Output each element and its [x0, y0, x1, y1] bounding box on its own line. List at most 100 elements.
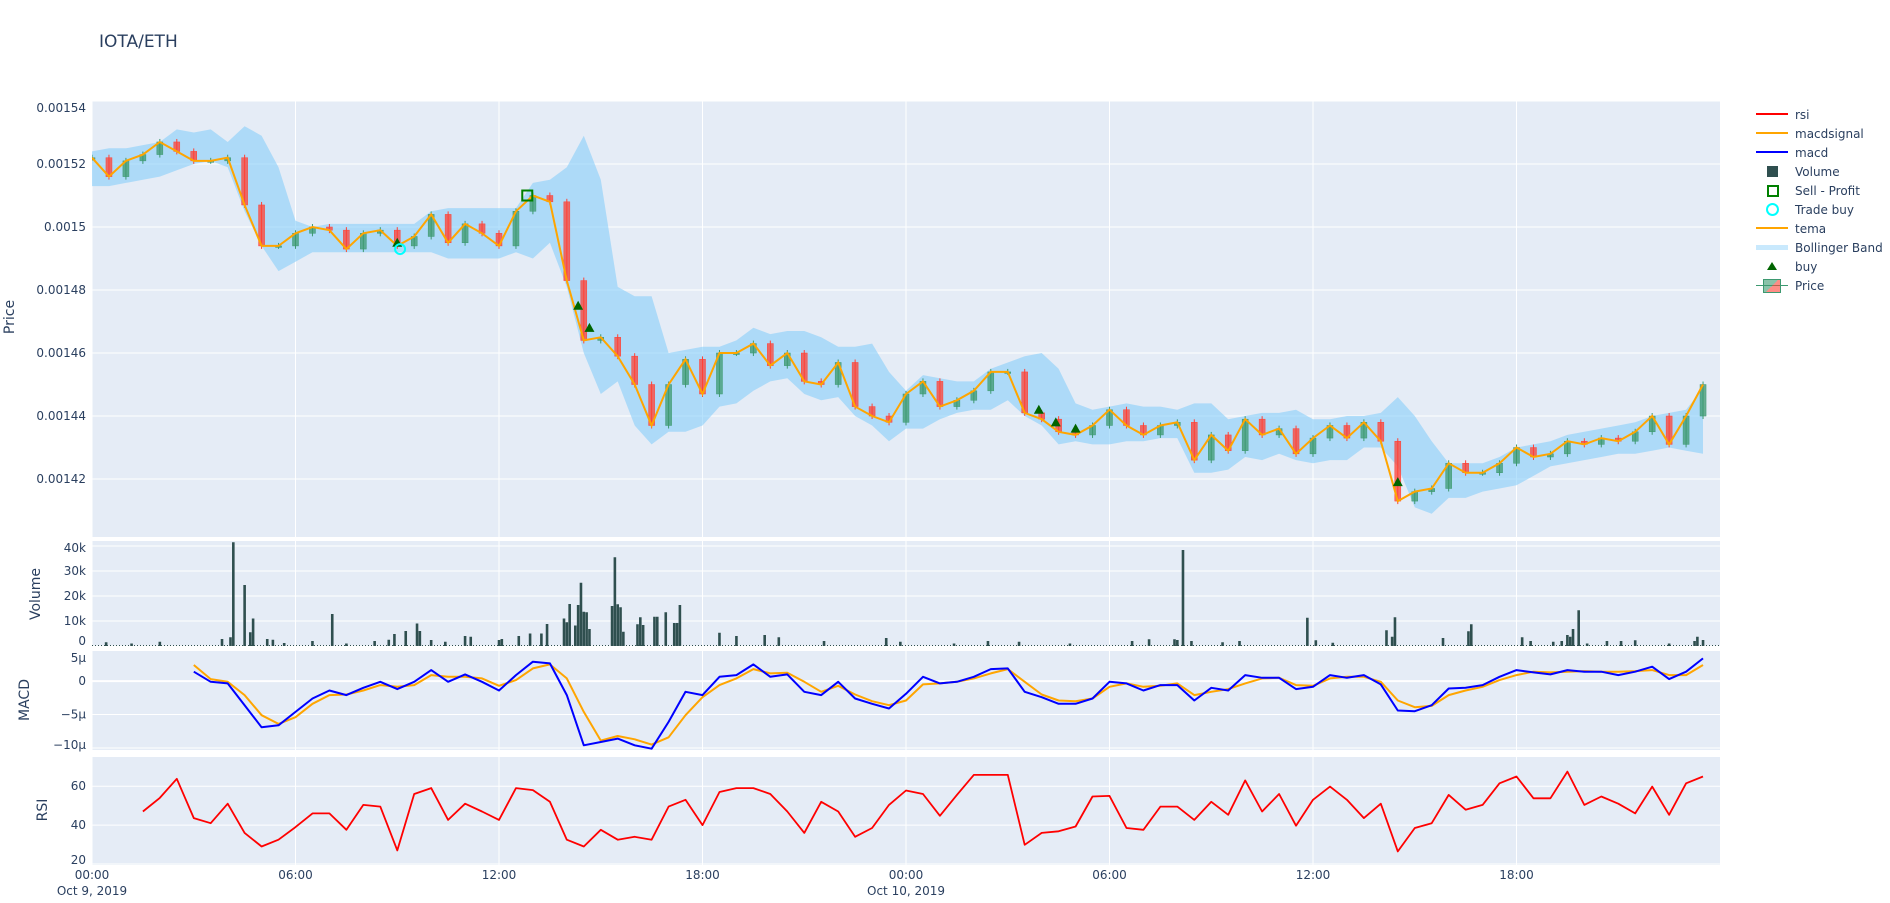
volume-bar — [1221, 642, 1224, 646]
volume-bar — [1551, 641, 1555, 646]
volume-bar — [387, 639, 391, 646]
volume-bar — [675, 623, 679, 646]
volume-bar — [1577, 610, 1580, 646]
volume-bar — [282, 643, 286, 646]
legend-item-trade-buy[interactable]: Trade buy — [1755, 200, 1885, 219]
legend-label: tema — [1795, 221, 1827, 236]
trade-buy-marker — [394, 243, 407, 256]
price-tick-label: 0.0015 — [44, 220, 86, 234]
volume-bar — [243, 585, 246, 646]
volume-bar — [271, 639, 275, 646]
legend-item-volume[interactable]: Volume — [1755, 162, 1885, 181]
macd-tick-label: 5μ — [71, 651, 87, 665]
rsi-tick-label: 60 — [71, 779, 86, 793]
volume-bar — [1068, 643, 1072, 646]
volume-bar — [616, 604, 620, 646]
line-icon — [1755, 143, 1789, 162]
price-tick-label: 0.00152 — [36, 157, 86, 171]
line-icon — [1755, 219, 1789, 238]
volume-bar — [639, 617, 642, 646]
volume-bar — [463, 636, 467, 646]
rsi-tick-label: 40 — [71, 818, 86, 832]
volume-bar — [528, 633, 532, 646]
rsi-axis-title: RSI — [35, 799, 51, 822]
volume-bar — [517, 636, 521, 646]
volume-bar — [330, 614, 334, 646]
band-icon — [1755, 238, 1789, 257]
x-tick-label: 18:00 — [1499, 868, 1534, 882]
volume-bar — [1529, 641, 1532, 646]
macd-line-group — [193, 657, 1704, 750]
legend-item-buy[interactable]: buy — [1755, 257, 1885, 276]
chart-title: IOTA/ETH — [99, 32, 178, 52]
volume-bar — [1181, 550, 1185, 646]
volume-bar — [718, 632, 721, 646]
legend-label: buy — [1795, 259, 1818, 274]
volume-bar — [429, 640, 433, 646]
volume-bar — [265, 639, 269, 646]
volume-bar — [1147, 639, 1151, 646]
x-tick-date-label: Oct 9, 2019 — [57, 884, 127, 898]
volume-bar — [311, 641, 314, 646]
legend-item-bollinger-band[interactable]: Bollinger Band — [1755, 238, 1885, 257]
volume-bar — [1571, 629, 1575, 646]
buy-marker — [1033, 404, 1044, 414]
legend-item-price[interactable]: Price — [1755, 276, 1885, 295]
volume-bar — [497, 640, 501, 646]
volume-bar — [251, 618, 255, 646]
volume-bar — [1560, 641, 1564, 646]
volume-bar — [576, 605, 580, 646]
legend-label: Bollinger Band — [1795, 240, 1883, 255]
volume-tick-label: 40k — [64, 541, 86, 555]
buy-marker — [573, 300, 584, 310]
volume-bar — [1314, 640, 1318, 646]
volume-bar — [579, 582, 583, 646]
volume-bar — [1585, 643, 1589, 646]
macd-axis-title: MACD — [17, 679, 33, 721]
volume-bar — [232, 542, 235, 646]
volume-bar — [1393, 617, 1397, 646]
volume-bar — [986, 641, 990, 646]
square-icon — [1755, 162, 1789, 181]
candlestick-icon — [1755, 276, 1789, 295]
legend-item-tema[interactable]: tema — [1755, 219, 1885, 238]
circle-open-icon — [1755, 200, 1789, 219]
legend-label: Volume — [1795, 164, 1840, 179]
buy-marker — [1070, 423, 1081, 433]
volume-bar — [1190, 641, 1193, 646]
volume-bar — [1605, 641, 1609, 646]
volume-bar — [653, 616, 656, 646]
volume-bar — [1467, 631, 1470, 646]
legend-item-sell-profit[interactable]: Sell - Profit — [1755, 181, 1885, 200]
volume-tick-label: 0 — [78, 634, 86, 648]
volume-bar — [1693, 641, 1696, 646]
line-icon — [1755, 105, 1789, 124]
volume-bar — [393, 634, 396, 646]
volume-bar — [220, 639, 224, 646]
volume-bar — [1619, 641, 1623, 646]
volume-bar — [1469, 624, 1473, 646]
square-open-icon — [1755, 181, 1789, 200]
x-tick-label: 00:00 — [75, 868, 110, 882]
rsi-tick-label: 20 — [71, 853, 86, 867]
volume-tick-label: 30k — [64, 564, 86, 578]
volume-bar — [404, 631, 408, 646]
sell-profit-marker — [521, 189, 534, 202]
volume-bar — [1633, 640, 1637, 646]
volume-bar — [568, 604, 571, 646]
legend-item-rsi[interactable]: rsi — [1755, 105, 1885, 124]
volume-bar — [443, 641, 447, 646]
rsi-line-group — [142, 770, 1704, 853]
volume-bar — [1385, 630, 1388, 646]
volume-bar — [1238, 641, 1241, 646]
legend-item-macd[interactable]: macd — [1755, 143, 1885, 162]
volume-bar — [1696, 636, 1699, 646]
volume-bar — [418, 631, 422, 646]
volume-bar — [469, 636, 473, 646]
macd-tick-label: −5μ — [61, 708, 87, 722]
legend-item-macdsignal[interactable]: macdsignal — [1755, 124, 1885, 143]
legend-label: rsi — [1795, 107, 1810, 122]
volume-bar — [641, 625, 645, 646]
volume-bar — [619, 607, 622, 646]
volume-bar — [735, 636, 738, 646]
